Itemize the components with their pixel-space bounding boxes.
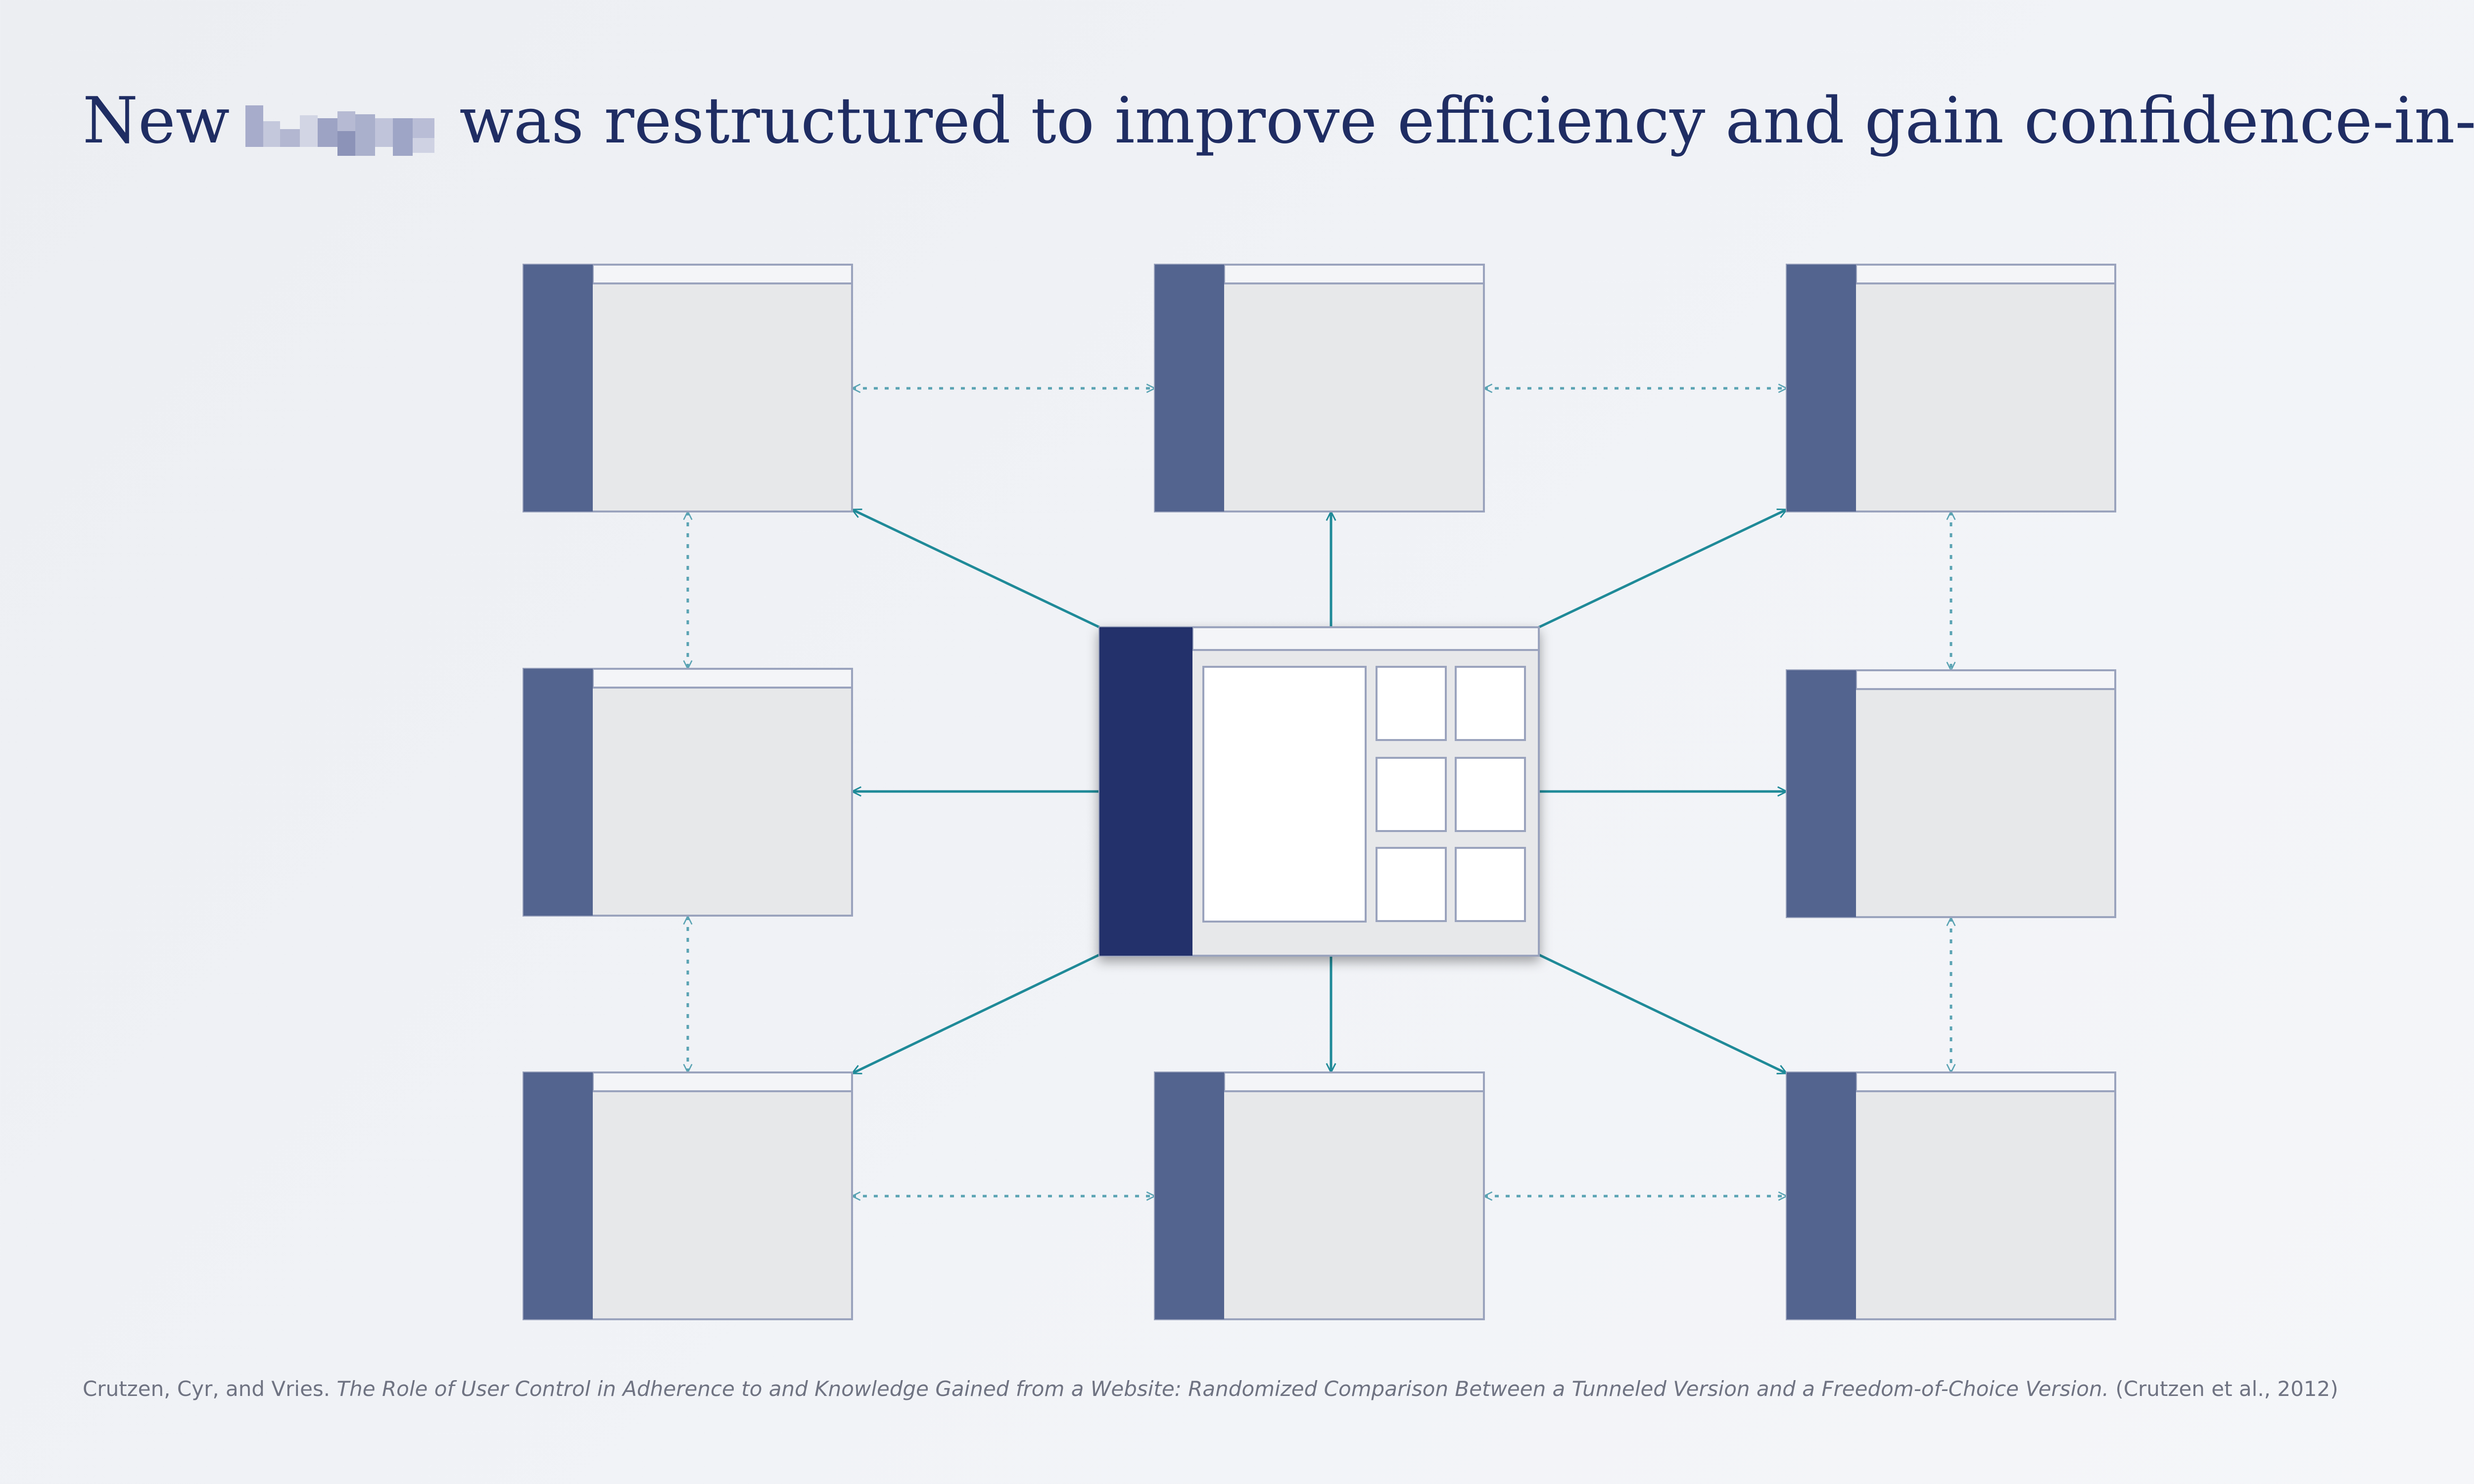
title-prefix: New [83, 84, 230, 158]
hub-connector [852, 508, 1100, 629]
citation: Crutzen, Cyr, and Vries. The Role of Use… [83, 1377, 2338, 1401]
page-title: New was restructured to improve efficien… [83, 74, 2474, 168]
page-thumbnail-top-right [1786, 264, 2116, 512]
hub-tile [1376, 666, 1447, 741]
citation-work-title: The Role of User Control in Adherence to… [336, 1377, 2109, 1401]
page-thumbnail-bottom-center [1154, 1071, 1485, 1320]
hub-tile [1455, 757, 1526, 832]
hub-tile [1455, 847, 1526, 922]
hub-tile [1376, 757, 1447, 832]
hub-tile [1455, 666, 1526, 741]
hub-content-panel [1202, 666, 1367, 923]
page-thumbnail-middle-left [523, 668, 853, 917]
page-thumbnail-bottom-left [523, 1071, 853, 1320]
title-suffix: was restructured to improve efficiency a… [459, 84, 2474, 158]
hub-connector [852, 953, 1100, 1075]
hub-connector [1538, 508, 1787, 629]
citation-reference: (Crutzen et al., 2012) [2115, 1377, 2338, 1401]
dotted-connectors [688, 388, 1951, 1196]
page-thumbnail-top-left [523, 264, 853, 512]
hub-connector [1538, 953, 1787, 1075]
page-thumbnail-top-center [1154, 264, 1485, 512]
page-thumbnail-bottom-right [1786, 1071, 2116, 1320]
hub-tile [1376, 847, 1447, 922]
redacted-product-name [245, 96, 443, 156]
hub-connectors [852, 508, 1787, 1075]
hub-page-thumbnail [1098, 626, 1540, 957]
page-thumbnail-middle-right [1786, 669, 2116, 918]
citation-authors: Crutzen, Cyr, and Vries. [83, 1377, 331, 1401]
